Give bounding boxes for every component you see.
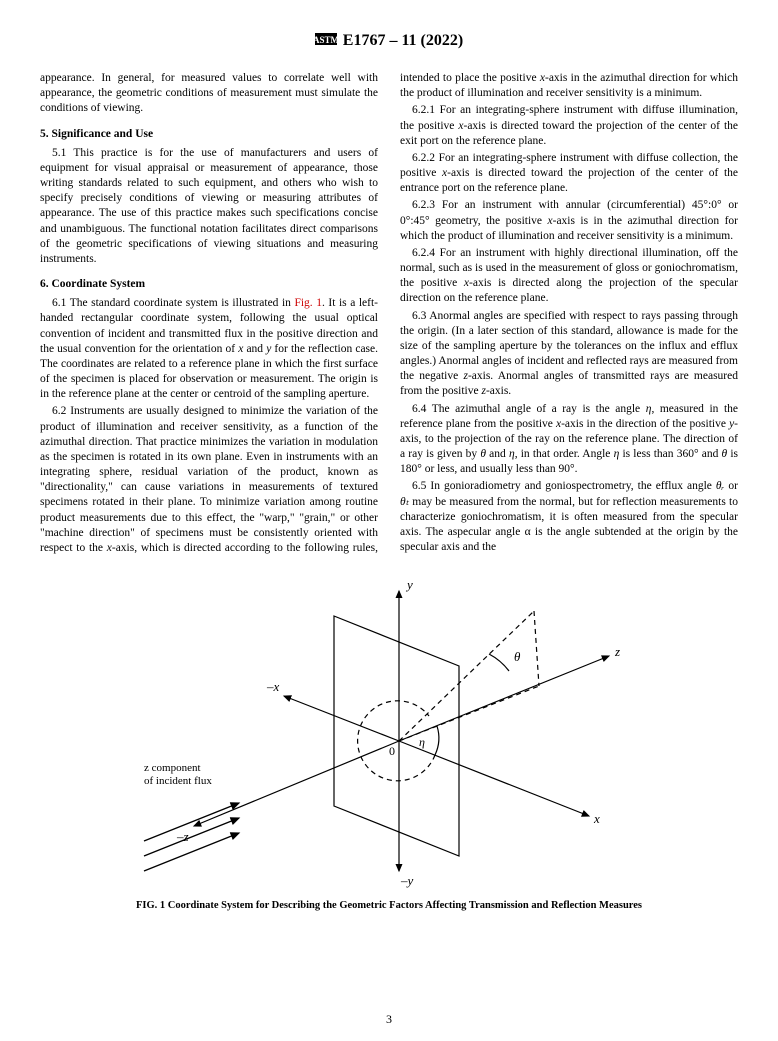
section6-heading: 6. Coordinate System <box>40 277 378 292</box>
figure-1: y –y x –x z –z θ η 0 z component of inci… <box>40 571 738 911</box>
standard-code: E1767 – 11 (2022) <box>343 32 463 49</box>
para-6-2-4: 6.2.4 For an instrument with highly dire… <box>400 246 738 307</box>
z-component-label-1: z component <box>144 762 201 774</box>
axis-label-y: y <box>405 577 413 592</box>
figure-1-caption: FIG. 1 Coordinate System for Describing … <box>40 900 738 911</box>
para-6-2-2: 6.2.2 For an integrating-sphere instrume… <box>400 151 738 197</box>
para-6-4: 6.4 The azimuthal angle of a ray is the … <box>400 402 738 478</box>
axis-label-neg-x: –x <box>266 679 280 694</box>
para-5-1: 5.1 This practice is for the use of manu… <box>40 146 378 267</box>
body-columns: appearance. In general, for measured val… <box>40 71 738 557</box>
para-6-2-1: 6.2.1 For an integrating-sphere instrume… <box>400 103 738 149</box>
z-component-label-2: of incident flux <box>144 775 212 787</box>
page-number: 3 <box>0 1012 778 1027</box>
page-header: ASTM E1767 – 11 (2022) <box>40 30 738 53</box>
svg-text:ASTM: ASTM <box>315 35 337 45</box>
origin-label: 0 <box>389 744 395 758</box>
astm-logo-icon: ASTM <box>315 30 337 53</box>
axis-label-neg-y: –y <box>400 873 414 888</box>
coordinate-system-diagram: y –y x –x z –z θ η 0 z component of inci… <box>89 571 689 891</box>
intro-para: appearance. In general, for measured val… <box>40 71 378 117</box>
axis-label-neg-z: –z <box>176 829 189 844</box>
theta-label: θ <box>514 649 521 664</box>
section5-heading: 5. Significance and Use <box>40 127 378 142</box>
fig1-ref[interactable]: Fig. 1 <box>294 297 322 309</box>
para-6-3: 6.3 Anormal angles are specified with re… <box>400 309 738 400</box>
para-6-5: 6.5 In gonioradiometry and goniospectrom… <box>400 479 738 555</box>
eta-label: η <box>419 735 425 749</box>
axis-label-x: x <box>593 811 600 826</box>
axis-label-z: z <box>614 644 620 659</box>
para-6-2-3: 6.2.3 For an instrument with annular (ci… <box>400 198 738 244</box>
para-6-1: 6.1 The standard coordinate system is il… <box>40 296 378 402</box>
